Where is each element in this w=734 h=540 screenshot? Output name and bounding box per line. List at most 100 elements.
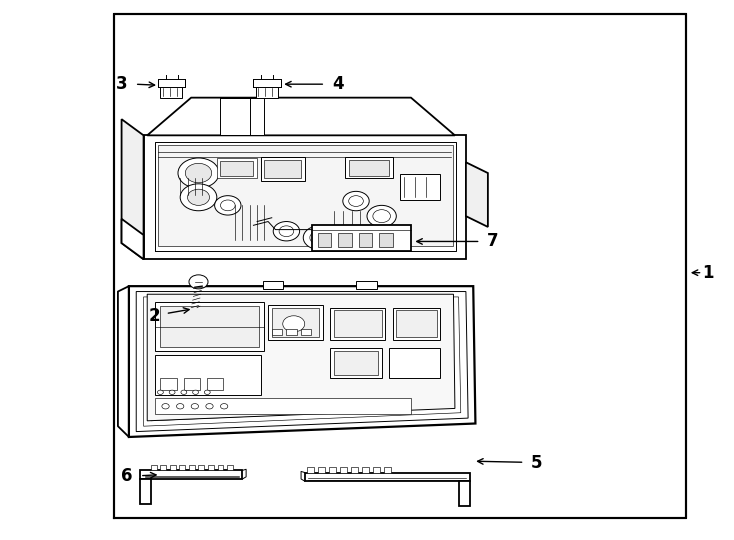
Polygon shape <box>140 479 151 504</box>
Circle shape <box>204 390 210 394</box>
Circle shape <box>349 195 363 206</box>
Polygon shape <box>208 465 214 470</box>
Bar <box>207 377 223 389</box>
Circle shape <box>192 390 198 394</box>
Bar <box>161 377 176 389</box>
Text: 4: 4 <box>332 75 344 93</box>
Polygon shape <box>159 79 185 87</box>
Bar <box>338 233 352 247</box>
Bar <box>220 161 253 176</box>
Polygon shape <box>362 467 369 472</box>
Text: 5: 5 <box>531 454 542 472</box>
Bar <box>272 308 319 338</box>
Polygon shape <box>373 467 380 472</box>
Bar <box>286 329 297 335</box>
Polygon shape <box>170 465 175 470</box>
Circle shape <box>283 316 305 332</box>
Polygon shape <box>189 465 195 470</box>
Circle shape <box>367 205 396 227</box>
Bar <box>330 348 382 377</box>
Circle shape <box>303 226 335 249</box>
Polygon shape <box>351 467 358 472</box>
Circle shape <box>220 403 228 409</box>
Polygon shape <box>384 467 391 472</box>
Polygon shape <box>220 98 264 136</box>
Bar <box>155 398 411 414</box>
Circle shape <box>187 189 209 205</box>
Circle shape <box>178 158 219 188</box>
Circle shape <box>373 210 390 222</box>
Text: 3: 3 <box>116 75 128 93</box>
Polygon shape <box>122 119 144 259</box>
Polygon shape <box>144 136 466 259</box>
Circle shape <box>158 390 164 394</box>
Polygon shape <box>148 98 455 136</box>
Circle shape <box>191 403 198 409</box>
Bar <box>334 351 378 375</box>
Circle shape <box>180 184 217 211</box>
Bar <box>184 377 200 389</box>
Circle shape <box>214 195 241 215</box>
Polygon shape <box>217 465 223 470</box>
Circle shape <box>206 403 213 409</box>
Circle shape <box>343 191 369 211</box>
Bar <box>263 281 283 289</box>
Polygon shape <box>161 87 182 98</box>
Bar <box>379 233 393 247</box>
Polygon shape <box>253 79 280 87</box>
Polygon shape <box>159 145 454 246</box>
Polygon shape <box>255 87 277 98</box>
Bar <box>330 308 385 340</box>
Polygon shape <box>340 467 347 472</box>
Circle shape <box>310 231 329 245</box>
Text: 2: 2 <box>149 307 160 325</box>
Bar <box>393 308 440 340</box>
Bar <box>268 305 323 340</box>
Polygon shape <box>227 465 233 470</box>
Bar <box>261 157 305 181</box>
Bar <box>356 281 377 289</box>
Circle shape <box>181 390 186 394</box>
Polygon shape <box>307 467 314 472</box>
Polygon shape <box>151 465 157 470</box>
Bar <box>318 233 331 247</box>
Bar <box>155 302 264 351</box>
Bar <box>155 355 261 395</box>
Circle shape <box>176 403 184 409</box>
Polygon shape <box>198 465 204 470</box>
Bar <box>301 329 311 335</box>
Polygon shape <box>459 481 470 506</box>
Bar <box>264 160 301 178</box>
Polygon shape <box>179 465 185 470</box>
Bar <box>115 14 686 518</box>
Bar <box>217 158 257 178</box>
Polygon shape <box>329 467 336 472</box>
Text: 6: 6 <box>121 467 132 485</box>
Text: 1: 1 <box>702 264 713 282</box>
Bar <box>312 225 411 251</box>
Bar <box>349 160 389 176</box>
Bar <box>396 310 437 338</box>
Circle shape <box>220 200 235 211</box>
Polygon shape <box>148 294 455 421</box>
Polygon shape <box>129 286 476 437</box>
Bar <box>345 157 393 178</box>
Polygon shape <box>122 219 144 259</box>
Bar <box>272 329 282 335</box>
Text: 7: 7 <box>487 232 499 251</box>
Bar <box>389 348 440 377</box>
Polygon shape <box>466 163 488 227</box>
Circle shape <box>170 390 175 394</box>
Polygon shape <box>318 467 325 472</box>
Bar <box>400 174 440 200</box>
Bar <box>161 306 258 347</box>
Circle shape <box>279 226 294 237</box>
Circle shape <box>185 164 211 183</box>
Polygon shape <box>140 470 242 479</box>
Polygon shape <box>161 465 167 470</box>
Bar <box>359 233 372 247</box>
Circle shape <box>162 403 170 409</box>
Circle shape <box>273 221 299 241</box>
Polygon shape <box>305 472 470 481</box>
Circle shape <box>189 275 208 289</box>
